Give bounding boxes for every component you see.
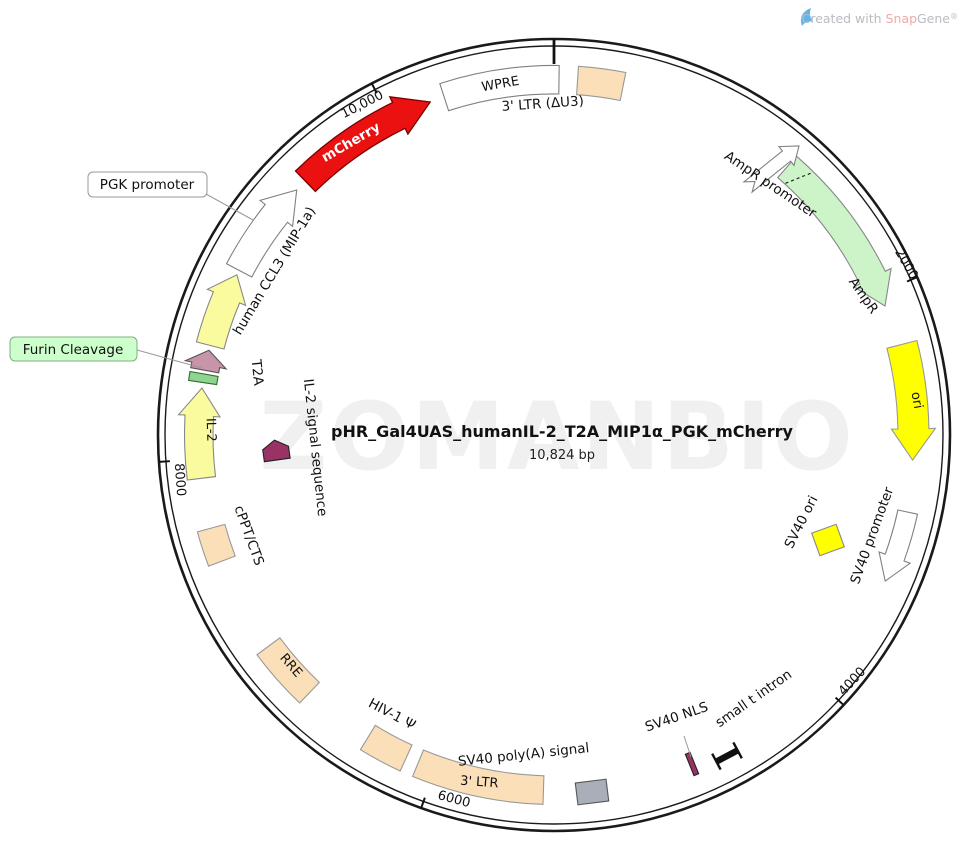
tick-mark-8000: [158, 460, 170, 463]
tick-label-8000: 8000: [171, 463, 188, 497]
il2-signal-feature[interactable]: [262, 438, 291, 463]
tick-mark-6000: [420, 797, 426, 809]
furin-leader-line: [136, 349, 203, 369]
furin-cleavage-callout[interactable]: Furin Cleavage: [9, 336, 138, 362]
sv40-promoter-feature[interactable]: [878, 509, 919, 583]
credit-brand-gene: Gene: [917, 11, 950, 26]
wpre-label[interactable]: WPRE: [480, 74, 520, 95]
pgk-feature[interactable]: [225, 189, 298, 278]
plasmid-title: pHR_Gal4UAS_humanIL-2_T2A_MIP1α_PGK_mChe…: [331, 422, 794, 441]
snapgene-logo-icon: [801, 8, 814, 26]
ccl3-feature[interactable]: [195, 274, 247, 350]
tick-mark-4000: [834, 696, 845, 706]
il2-label[interactable]: IL-2: [203, 418, 219, 442]
il2-feature[interactable]: [177, 387, 222, 481]
small-t-intron-feature[interactable]: [711, 741, 743, 771]
small-t-intron-label[interactable]: small t intron: [712, 666, 795, 730]
tick-label-2000: 2000: [891, 246, 921, 282]
sv40-polya-label[interactable]: SV40 poly(A) signal: [457, 740, 590, 770]
snapgene-credit: Created with SnapGene®: [802, 11, 958, 26]
pgk-label[interactable]: PGK promoter: [100, 177, 195, 193]
t2a-feature[interactable]: [183, 349, 228, 374]
pgk-promoter-callout[interactable]: PGK promoter: [87, 171, 208, 198]
tick-mark-10000: [370, 82, 378, 94]
sv40-nls-feature[interactable]: [684, 751, 700, 777]
sv40-nls-label[interactable]: SV40 NLS: [643, 699, 710, 735]
sv40-ori-feature[interactable]: [810, 523, 846, 557]
ltr-du3-label[interactable]: 3' LTR (ΔU3): [501, 93, 584, 115]
ibeam-bar: [714, 747, 740, 765]
watermark: ZOMANBIO: [259, 383, 855, 492]
ltr3-label[interactable]: 3' LTR: [460, 774, 499, 792]
ampr-promoter-feature[interactable]: [742, 145, 800, 194]
sv40-polya-feature[interactable]: [574, 778, 610, 806]
furin-feature[interactable]: [187, 370, 219, 386]
feature-shapes-layer: [156, 37, 952, 833]
hiv1-psi-feature[interactable]: [359, 724, 413, 772]
ibeam-cap: [732, 741, 743, 759]
ampr-feature[interactable]: [776, 155, 892, 307]
furin-label[interactable]: Furin Cleavage: [23, 342, 124, 358]
t2a-label[interactable]: T2A: [248, 358, 267, 387]
pgk-callout-box: [87, 171, 208, 198]
pgk-leader-line: [205, 193, 254, 221]
credit-registered-mark: ®: [950, 12, 958, 21]
plasmid-size: 10,824 bp: [529, 448, 595, 463]
furin-callout-box: [9, 336, 138, 362]
ori-feature[interactable]: [886, 339, 937, 462]
mcherry-feature[interactable]: [294, 96, 432, 193]
sv40-nls-leader-line: [683, 735, 692, 758]
tick-mark-2000: [906, 276, 918, 283]
credit-prefix: Created with: [802, 11, 886, 26]
ampr-start-dash: [785, 171, 814, 184]
ori-label[interactable]: ori: [908, 391, 926, 410]
rre-feature[interactable]: [256, 637, 321, 704]
cppt-label[interactable]: cPPT/CTS: [231, 503, 267, 567]
ltr-du3-feature[interactable]: [576, 65, 627, 102]
ibeam-cap: [711, 753, 722, 771]
ltr3-feature[interactable]: [411, 749, 545, 805]
wpre-feature[interactable]: [439, 64, 560, 112]
cppt-feature[interactable]: [196, 523, 236, 567]
credit-brand-snap: Snap: [886, 11, 918, 26]
